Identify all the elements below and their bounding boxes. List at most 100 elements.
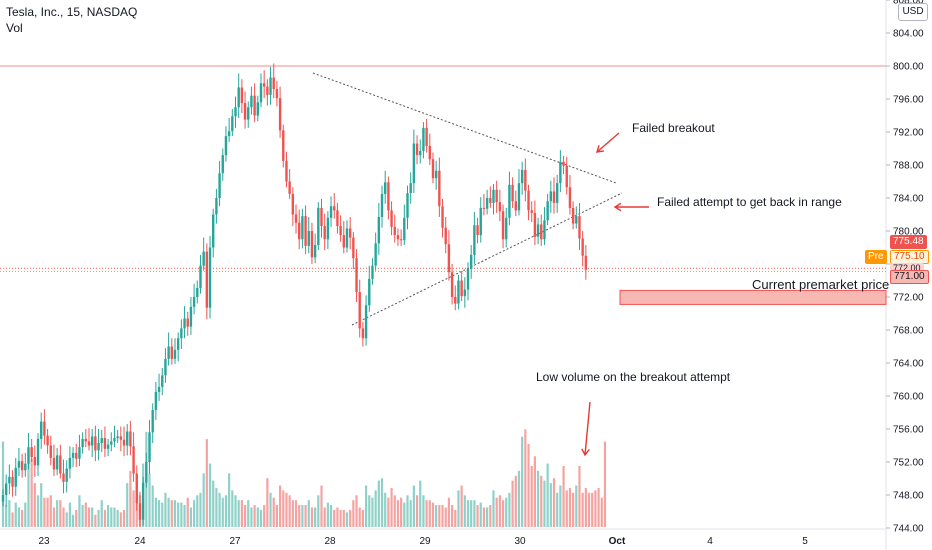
volume-bar (415, 495, 419, 527)
candle-body (524, 169, 527, 191)
volume-bar (301, 505, 304, 527)
volume-bar (27, 448, 30, 527)
volume-bar (581, 492, 584, 527)
volume-bar (161, 502, 164, 527)
volume-bar (36, 495, 40, 527)
candle-body (116, 436, 119, 439)
volume-bar (196, 495, 199, 527)
volume-bar (320, 485, 323, 527)
y-tick-label: 760.00 (893, 392, 924, 403)
volume-bar (49, 495, 52, 527)
candle-body (476, 225, 479, 236)
candle-body (282, 130, 285, 161)
volume-bar (505, 497, 508, 527)
y-tick-label: 744.00 (893, 524, 924, 535)
volume-bar (247, 500, 250, 527)
volume-bar (603, 441, 607, 527)
volume-bar (224, 495, 228, 527)
candle-body (40, 421, 43, 439)
volume-bar (400, 497, 403, 527)
candle-body (75, 452, 78, 459)
candle-body (110, 441, 113, 445)
volume-bar (339, 509, 342, 527)
candle-body (533, 212, 537, 237)
volume-bar (189, 507, 193, 527)
currency-button[interactable]: USD (898, 3, 928, 21)
volume-bar (164, 492, 167, 527)
volume-bar (508, 492, 511, 527)
pre-badge: Pre (865, 250, 887, 264)
volume-bar (447, 497, 450, 527)
volume-bar (431, 502, 435, 527)
arrow-low-volume-head (581, 448, 590, 457)
candle-body (192, 297, 196, 307)
volume-bar (14, 502, 17, 527)
volume-bar (479, 502, 482, 527)
candle-body (323, 226, 326, 240)
volume-bar (278, 485, 282, 527)
arrow-failed-breakout (596, 132, 620, 153)
candle-body (345, 228, 349, 248)
candle-body (59, 455, 62, 474)
candle-body (555, 183, 559, 203)
volume-bar (122, 509, 126, 527)
volume-bar (368, 495, 371, 527)
candle-body (100, 438, 103, 444)
volume-bar (476, 505, 479, 527)
volume-bar (231, 490, 234, 527)
symbol-title: Tesla, Inc., 15, NASDAQ (6, 5, 138, 19)
volume-bar (454, 509, 457, 527)
candle-body (1, 495, 5, 502)
volume-bar (154, 497, 157, 527)
volume-bar (103, 509, 107, 527)
candle-body (106, 444, 110, 449)
candle-body (161, 375, 164, 387)
candle-body (540, 224, 543, 240)
candle-body (380, 193, 384, 217)
volume-bar (380, 478, 384, 527)
candle-body (415, 143, 419, 156)
volume-bar (419, 480, 422, 527)
volume-bar (56, 500, 59, 527)
volume-bar (597, 487, 600, 527)
candle-body (377, 216, 381, 244)
candle-body (176, 338, 180, 350)
candle-body (495, 189, 498, 203)
arrow-failed-breakout-head (596, 145, 605, 153)
candle-body (584, 255, 588, 270)
annotation-failed-attempt: Failed attempt to get back in range (657, 195, 842, 209)
candle-body (170, 346, 174, 359)
y-tick-label: 768.00 (893, 326, 924, 337)
candle-body (447, 244, 451, 273)
candle-body (463, 289, 467, 297)
candle-body (215, 198, 218, 215)
candle-body (87, 441, 91, 446)
candle-body (122, 439, 126, 446)
candle-body (202, 251, 205, 266)
candle-body (575, 216, 578, 224)
volume-bar (594, 490, 597, 527)
candle-body (399, 239, 403, 241)
volume-bar (294, 500, 298, 527)
volume-bar (463, 495, 466, 527)
candle-body (275, 89, 279, 99)
volume-bar (21, 509, 24, 527)
candle-body (568, 187, 572, 208)
candle-body (562, 161, 565, 166)
candle-body (505, 217, 508, 240)
y-tick-label: 764.00 (893, 359, 924, 370)
candle-body (227, 131, 231, 137)
volume-bar (132, 490, 135, 527)
candle-body (294, 214, 298, 223)
volume-bar (486, 507, 489, 527)
candle-body (371, 265, 374, 279)
volume-bar (167, 497, 170, 527)
volume-bar (116, 509, 119, 527)
volume-bar (17, 507, 21, 527)
candle-body (269, 77, 272, 95)
volume-bar (126, 483, 129, 527)
x-tick-label: 23 (38, 536, 50, 547)
candle-body (473, 225, 476, 255)
volume-bar (68, 502, 71, 527)
